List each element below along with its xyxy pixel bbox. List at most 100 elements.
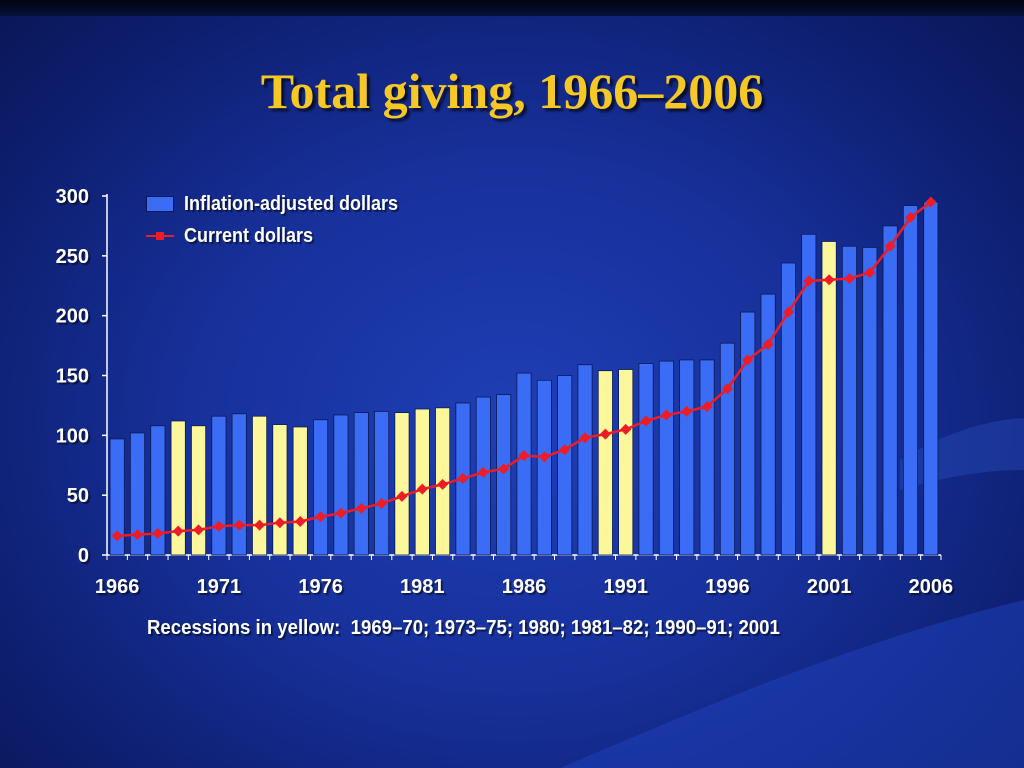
x-tick-label: 1971: [197, 576, 242, 598]
current-dollars-point: [233, 519, 245, 531]
recession-bar: [821, 241, 837, 556]
current-dollars-point: [640, 415, 652, 427]
recession-bar: [191, 425, 207, 556]
data-bar: [658, 360, 674, 556]
data-bar: [557, 375, 573, 556]
current-dollars-point: [498, 463, 510, 475]
current-dollars-point: [213, 520, 225, 532]
current-dollars-point: [335, 507, 347, 519]
data-bar: [638, 363, 654, 556]
current-dollars-point: [396, 490, 408, 502]
data-bar: [862, 247, 878, 556]
recession-bar: [597, 370, 613, 556]
current-dollars-point: [884, 240, 896, 252]
data-bar: [313, 419, 329, 556]
x-tick-label: 2006: [909, 576, 954, 598]
data-bar: [211, 415, 227, 556]
current-dollars-point: [274, 517, 286, 529]
x-tick-label: 1981: [400, 576, 445, 598]
current-dollars-point: [518, 450, 530, 462]
data-bar: [679, 359, 695, 556]
data-bar: [719, 342, 735, 556]
y-tick-label: 300: [56, 186, 89, 208]
x-tick-label: 1976: [298, 576, 343, 598]
x-tick-label: 1966: [95, 576, 140, 598]
x-tick-label: 1996: [705, 576, 750, 598]
current-dollars-point: [437, 478, 449, 490]
current-dollars-point: [762, 338, 774, 350]
current-dollars-point: [864, 267, 876, 279]
current-dollars-point: [904, 212, 916, 224]
data-bar: [699, 359, 715, 556]
y-tick-label: 0: [78, 545, 89, 567]
current-dollars-point: [660, 409, 672, 421]
current-dollars-point: [721, 383, 733, 395]
current-dollars-point: [925, 196, 937, 208]
current-dollars-point: [803, 275, 815, 287]
current-dollars-point: [111, 530, 123, 542]
y-tick-label: 50: [67, 485, 89, 507]
current-dollars-point: [538, 451, 550, 463]
current-dollars-point: [294, 515, 306, 527]
y-tick-label: 250: [56, 246, 89, 268]
current-dollars-point: [254, 519, 266, 531]
data-bar: [374, 410, 390, 556]
legend-line-swatch: [146, 228, 174, 244]
recession-bar: [170, 420, 186, 556]
legend-item-inflation-adjusted: Inflation-adjusted dollars: [146, 188, 422, 220]
data-bar: [740, 311, 756, 556]
data-bar: [150, 425, 166, 556]
legend-bar-swatch: [146, 196, 174, 212]
recessions-note: Recessions in yellow: 1969–70; 1973–75; …: [147, 617, 780, 639]
legend-label: Inflation-adjusted dollars: [184, 192, 399, 215]
data-bar: [760, 293, 776, 556]
recession-bar: [414, 408, 430, 556]
data-bar: [333, 414, 349, 556]
x-tick-label: 2001: [807, 576, 852, 598]
recession-bar: [292, 426, 308, 556]
current-dollars-point: [701, 401, 713, 413]
data-bar: [536, 379, 552, 556]
data-bar: [129, 432, 146, 556]
recession-bar: [252, 415, 268, 556]
x-tick-label: 1986: [502, 576, 547, 598]
current-dollars-point: [315, 511, 327, 523]
current-dollars-point: [620, 423, 632, 435]
current-dollars-point: [681, 405, 693, 417]
current-dollars-point: [193, 524, 205, 536]
current-dollars-point: [457, 472, 469, 484]
recession-bar: [394, 412, 410, 556]
top-band: [0, 0, 1024, 16]
data-bar: [577, 364, 593, 556]
y-tick-label: 150: [56, 366, 89, 388]
current-dollars-point: [599, 428, 611, 440]
current-dollars-point: [416, 483, 428, 495]
slide-title: Total giving, 1966–2006: [260, 63, 764, 119]
current-dollars-point: [376, 498, 388, 510]
data-bar: [841, 245, 857, 556]
data-bar: [496, 394, 512, 556]
data-bar: [109, 438, 125, 556]
data-bar: [902, 205, 919, 556]
current-dollars-point: [559, 444, 571, 456]
x-tick-label: 1991: [603, 576, 648, 598]
legend-label: Current dollars: [184, 224, 314, 247]
data-bar: [882, 225, 898, 556]
data-bar: [231, 413, 247, 556]
y-tick-label: 100: [56, 425, 89, 447]
y-tick-label: 200: [56, 306, 89, 328]
current-dollars-point: [843, 273, 855, 285]
current-dollars-point: [477, 466, 489, 478]
current-dollars-point: [152, 527, 164, 539]
current-dollars-point: [782, 306, 794, 318]
current-dollars-point: [132, 529, 144, 541]
recession-bar: [618, 369, 634, 556]
current-dollars-point: [172, 525, 184, 537]
data-bar: [780, 262, 796, 556]
current-dollars-point: [823, 274, 835, 286]
current-dollars-point: [742, 354, 754, 366]
data-bar: [801, 233, 817, 556]
recession-bar: [272, 424, 288, 556]
data-bar: [516, 372, 532, 556]
